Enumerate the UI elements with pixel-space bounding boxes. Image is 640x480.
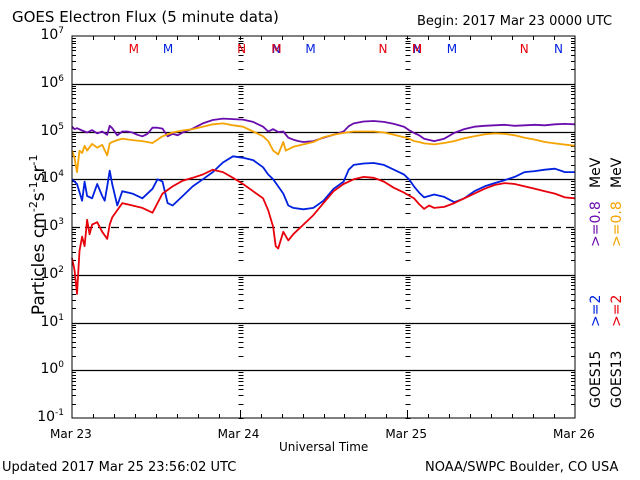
y-tick-label: 107 xyxy=(28,26,64,43)
series-line-2 xyxy=(71,155,575,211)
series-lines xyxy=(71,117,576,295)
y-tick-label: 100 xyxy=(28,360,64,378)
legend-goes15-label: GOES15 xyxy=(588,351,604,408)
y-tick-base: 10 xyxy=(40,218,59,234)
legend-goes13-hi: >=2 xyxy=(609,294,625,327)
chart-title: GOES Electron Flux (5 minute data) xyxy=(12,8,279,26)
ylabel-exp2: -1 xyxy=(27,181,41,193)
ylabel-exp3: -1 xyxy=(27,154,41,166)
series-line-3 xyxy=(71,168,576,295)
legend-goes13-lo: >=0.8 xyxy=(609,201,625,247)
plot-grid xyxy=(72,83,575,372)
y-tick-base: 10 xyxy=(40,74,59,91)
y-axis-label: Particles cm-2s-1sr-1 xyxy=(27,135,49,335)
y-tick-label: 101 xyxy=(28,312,64,330)
marker-n: N xyxy=(237,42,246,56)
legend-goes13-label: GOES13 xyxy=(609,351,625,408)
y-tick-exp: 7 xyxy=(58,26,64,36)
x-tick-label: Mar 26 xyxy=(553,427,595,441)
begin-time: Begin: 2017 Mar 23 0000 UTC xyxy=(417,14,613,29)
credit-text: NOAA/SWPC Boulder, CO USA xyxy=(425,460,619,475)
y-tick-exp: 4 xyxy=(58,169,64,180)
ylabel-sr: sr xyxy=(28,165,49,182)
marker-m: M xyxy=(447,42,457,56)
y-tick-label: 104 xyxy=(28,169,64,187)
marker-n: N xyxy=(520,42,529,56)
x-tick-label: Mar 24 xyxy=(217,427,260,441)
y-tick-base: 10 xyxy=(40,122,59,139)
plot-frame xyxy=(71,35,576,419)
y-tick-base: 10 xyxy=(40,27,59,43)
y-tick-base: 10 xyxy=(40,265,59,282)
y-tick-base: 10 xyxy=(40,313,59,330)
y-tick-exp: 5 xyxy=(58,121,64,132)
ylabel-s: s xyxy=(28,192,49,202)
satellite-markers: M M N NM M N NM M N N xyxy=(129,42,563,56)
legend-unit-1: MeV xyxy=(588,157,604,188)
y-tick-base: 10 xyxy=(40,170,59,187)
y-tick-exp: 2 xyxy=(58,264,64,275)
y-tick-label: 10-1 xyxy=(28,408,64,425)
y-tick-label: 105 xyxy=(28,121,64,139)
x-axis-label: Universal Time xyxy=(279,440,369,454)
marker-m: M xyxy=(305,42,315,56)
marker-m: M xyxy=(129,42,139,56)
y-tick-exp: 1 xyxy=(58,312,64,323)
y-tick-exp: -1 xyxy=(55,408,64,418)
updated-timestamp: Updated 2017 Mar 25 23:56:02 UTC xyxy=(2,460,237,475)
y-tick-base: 10 xyxy=(40,361,59,378)
y-tick-exp: 0 xyxy=(58,360,64,371)
legend-goes13: GOES13 xyxy=(609,350,625,408)
marker-n: N xyxy=(413,42,422,56)
y-tick-base: 10 xyxy=(37,409,56,425)
y-tick-label: 106 xyxy=(28,73,64,91)
legend-goes15-hi: >=2 xyxy=(588,294,604,327)
marker-m: M xyxy=(163,42,173,56)
marker-m: M xyxy=(412,42,422,56)
legend-goes15-lo: >=0.8 xyxy=(588,201,604,247)
ylabel-exp1: -2 xyxy=(27,201,41,213)
x-tick-label: Mar 25 xyxy=(385,427,428,441)
y-tick-label: 103 xyxy=(28,217,64,234)
series-line-0 xyxy=(71,117,576,143)
y-tick-exp: 6 xyxy=(58,73,64,84)
y-tick-exp: 3 xyxy=(58,217,64,227)
y-tick-label: 102 xyxy=(28,264,64,282)
legend-unit-2: MeV xyxy=(609,157,625,188)
marker-n: N xyxy=(379,42,388,56)
series-line-1 xyxy=(71,122,576,174)
marker-m: M xyxy=(271,42,281,56)
marker-n: N xyxy=(554,42,563,56)
x-tick-label: Mar 23 xyxy=(50,427,92,441)
legend-goes15: GOES15 xyxy=(588,350,604,408)
ylabel-base: Particles cm xyxy=(28,212,49,316)
marker-n: N xyxy=(272,42,281,56)
